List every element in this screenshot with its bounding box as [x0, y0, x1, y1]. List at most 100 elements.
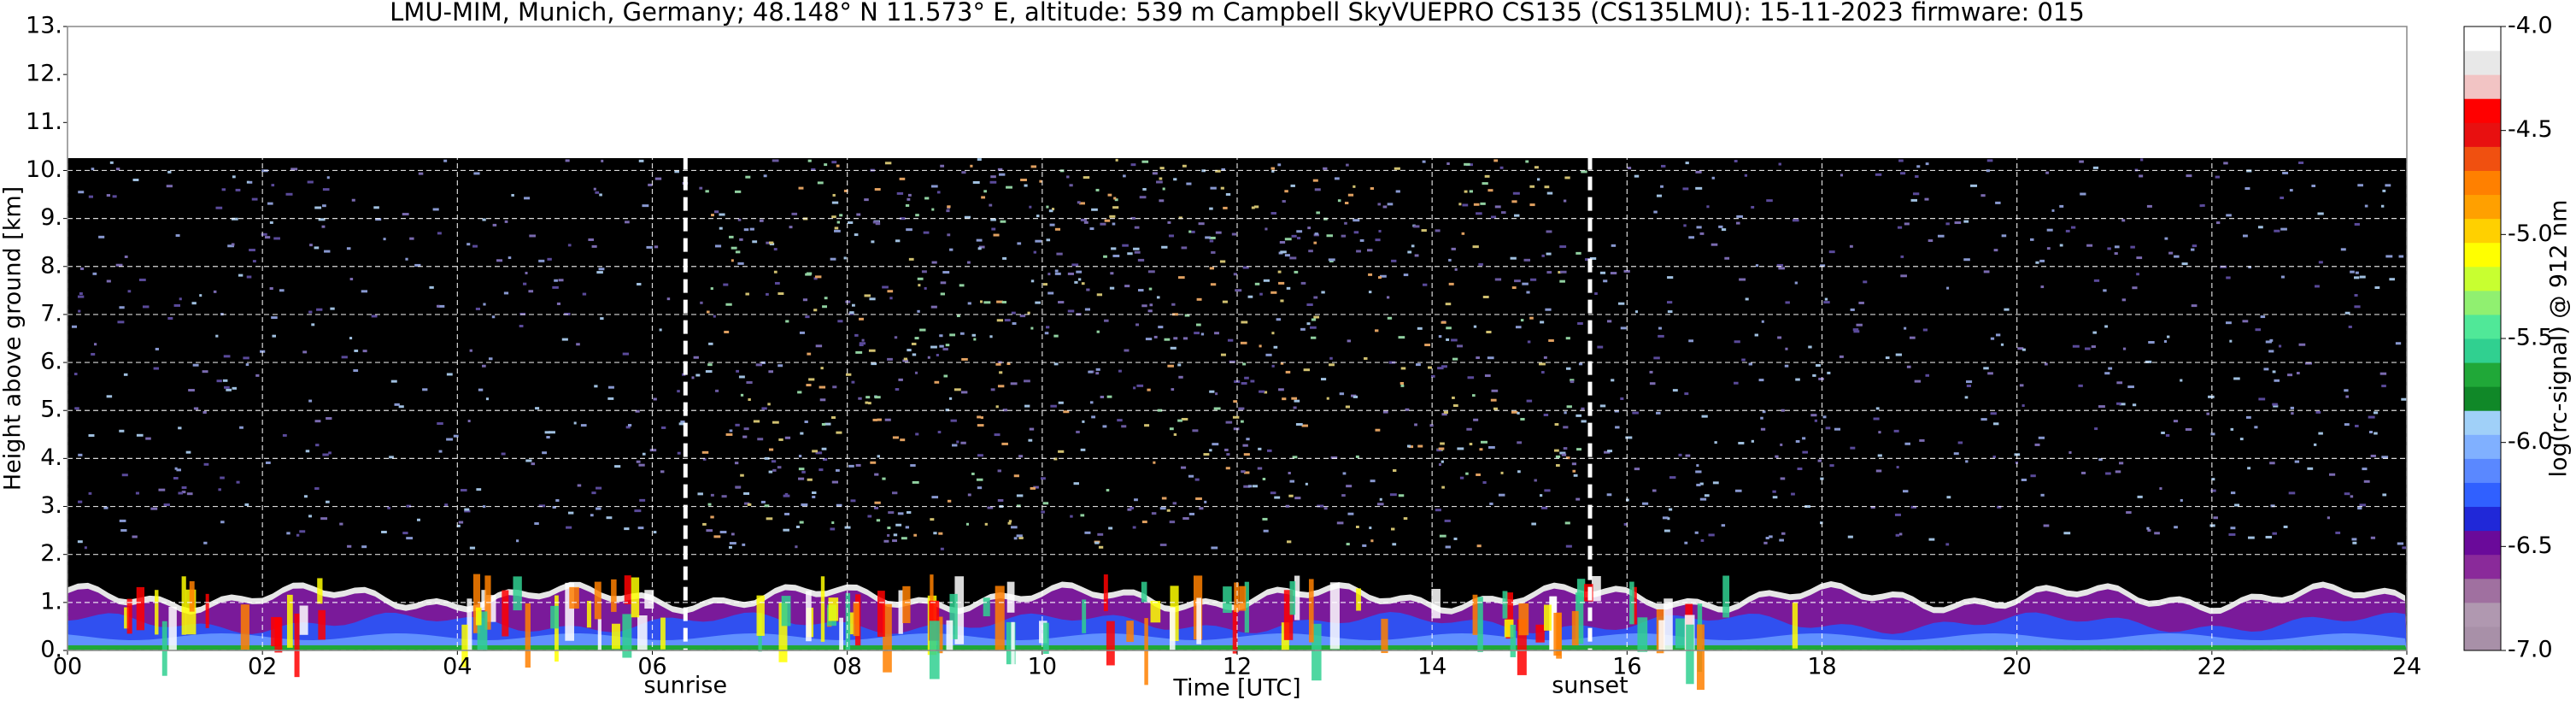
noise-speck: [934, 380, 940, 384]
noise-speck: [1554, 423, 1559, 427]
noise-speck: [1100, 395, 1105, 398]
noise-speck: [1086, 288, 1090, 291]
y-tick-label: 0.: [40, 637, 62, 663]
noise-speck: [983, 190, 987, 193]
cloud-streak: [1244, 581, 1249, 633]
noise-speck: [456, 524, 461, 527]
noise-speck: [777, 466, 782, 469]
noise-speck: [1058, 301, 1065, 304]
noise-speck: [1688, 236, 1695, 239]
noise-speck: [446, 438, 454, 441]
noise-speck: [1491, 215, 1497, 219]
noise-speck: [1599, 271, 1606, 274]
noise-speck: [1398, 336, 1405, 339]
noise-speck: [1316, 211, 1320, 215]
noise-speck: [1084, 531, 1091, 534]
noise-speck: [1177, 276, 1185, 279]
noise-speck: [2223, 162, 2228, 165]
noise-speck: [1565, 456, 1570, 460]
noise-speck: [710, 287, 713, 291]
noise-speck: [1440, 442, 1445, 445]
noise-speck: [98, 235, 105, 238]
noise-speck: [800, 432, 804, 435]
noise-speck: [1130, 163, 1136, 167]
noise-speck: [1834, 427, 1841, 431]
noise-speck: [990, 388, 995, 391]
noise-speck: [1445, 545, 1451, 549]
y-tick-label: 3.: [40, 492, 62, 519]
noise-speck: [1134, 250, 1141, 254]
noise-speck: [1209, 390, 1215, 393]
noise-speck: [1209, 207, 1213, 210]
noise-speck: [315, 444, 320, 447]
noise-speck: [945, 409, 949, 412]
noise-speck: [1446, 338, 1450, 341]
noise-speck: [1016, 494, 1024, 497]
noise-speck: [1438, 447, 1445, 450]
noise-speck: [1530, 278, 1537, 281]
noise-speck: [311, 323, 315, 327]
noise-speck: [710, 493, 714, 497]
noise-speck: [1219, 260, 1226, 263]
noise-speck: [831, 521, 835, 525]
noise-speck: [1544, 489, 1551, 492]
colorbar-tick-label: -5.0: [2508, 221, 2553, 247]
noise-speck: [1445, 303, 1452, 306]
noise-speck: [2139, 174, 2144, 178]
noise-speck: [1792, 219, 1799, 222]
noise-speck: [1712, 481, 1719, 485]
noise-speck: [2168, 251, 2174, 255]
noise-speck: [1394, 167, 1400, 170]
noise-speck: [2230, 527, 2236, 530]
noise-speck: [850, 499, 856, 503]
noise-speck: [409, 237, 414, 240]
noise-speck: [1403, 274, 1409, 277]
noise-speck: [980, 300, 983, 303]
noise-speck: [808, 378, 815, 381]
colorbar-tick-label: -7.0: [2508, 637, 2553, 663]
noise-speck: [106, 279, 111, 283]
noise-speck: [2245, 415, 2251, 419]
colorbar-swatch: [2464, 314, 2501, 339]
noise-speck: [1514, 279, 1521, 283]
noise-speck: [1329, 259, 1334, 262]
noise-speck: [947, 499, 952, 503]
noise-speck: [1247, 295, 1253, 298]
noise-speck: [1491, 389, 1499, 392]
noise-speck: [2273, 404, 2279, 408]
noise-speck: [2165, 433, 2170, 437]
noise-speck: [744, 502, 750, 505]
noise-speck: [1734, 160, 1738, 163]
noise-speck: [1292, 456, 1298, 459]
noise-speck: [2213, 516, 2218, 520]
noise-speck: [78, 191, 85, 194]
noise-speck: [2092, 166, 2099, 169]
noise-speck: [307, 180, 314, 184]
noise-speck: [314, 206, 322, 209]
noise-speck: [1465, 472, 1469, 475]
noise-speck: [1685, 162, 1689, 165]
noise-speck: [1615, 426, 1620, 429]
noise-speck: [483, 303, 486, 306]
noise-speck: [1211, 250, 1216, 254]
noise-speck: [724, 330, 730, 333]
noise-speck: [1546, 191, 1553, 195]
noise-speck: [1018, 455, 1024, 458]
colorbar-tick-label: -6.5: [2508, 532, 2553, 559]
noise-speck: [2278, 344, 2282, 348]
noise-speck: [1986, 169, 1990, 173]
noise-speck: [91, 168, 95, 171]
noise-speck: [1511, 286, 1517, 290]
noise-speck: [2161, 431, 2165, 434]
noise-speck: [1700, 538, 1705, 542]
noise-speck: [437, 232, 442, 235]
noise-speck: [2127, 385, 2134, 389]
noise-speck: [936, 191, 941, 194]
noise-speck: [801, 470, 806, 474]
noise-speck: [937, 431, 942, 434]
noise-speck: [1814, 419, 1818, 422]
cloud-streak: [155, 590, 159, 635]
noise-speck: [2116, 402, 2121, 405]
noise-speck: [795, 525, 801, 528]
noise-speck: [908, 257, 914, 261]
